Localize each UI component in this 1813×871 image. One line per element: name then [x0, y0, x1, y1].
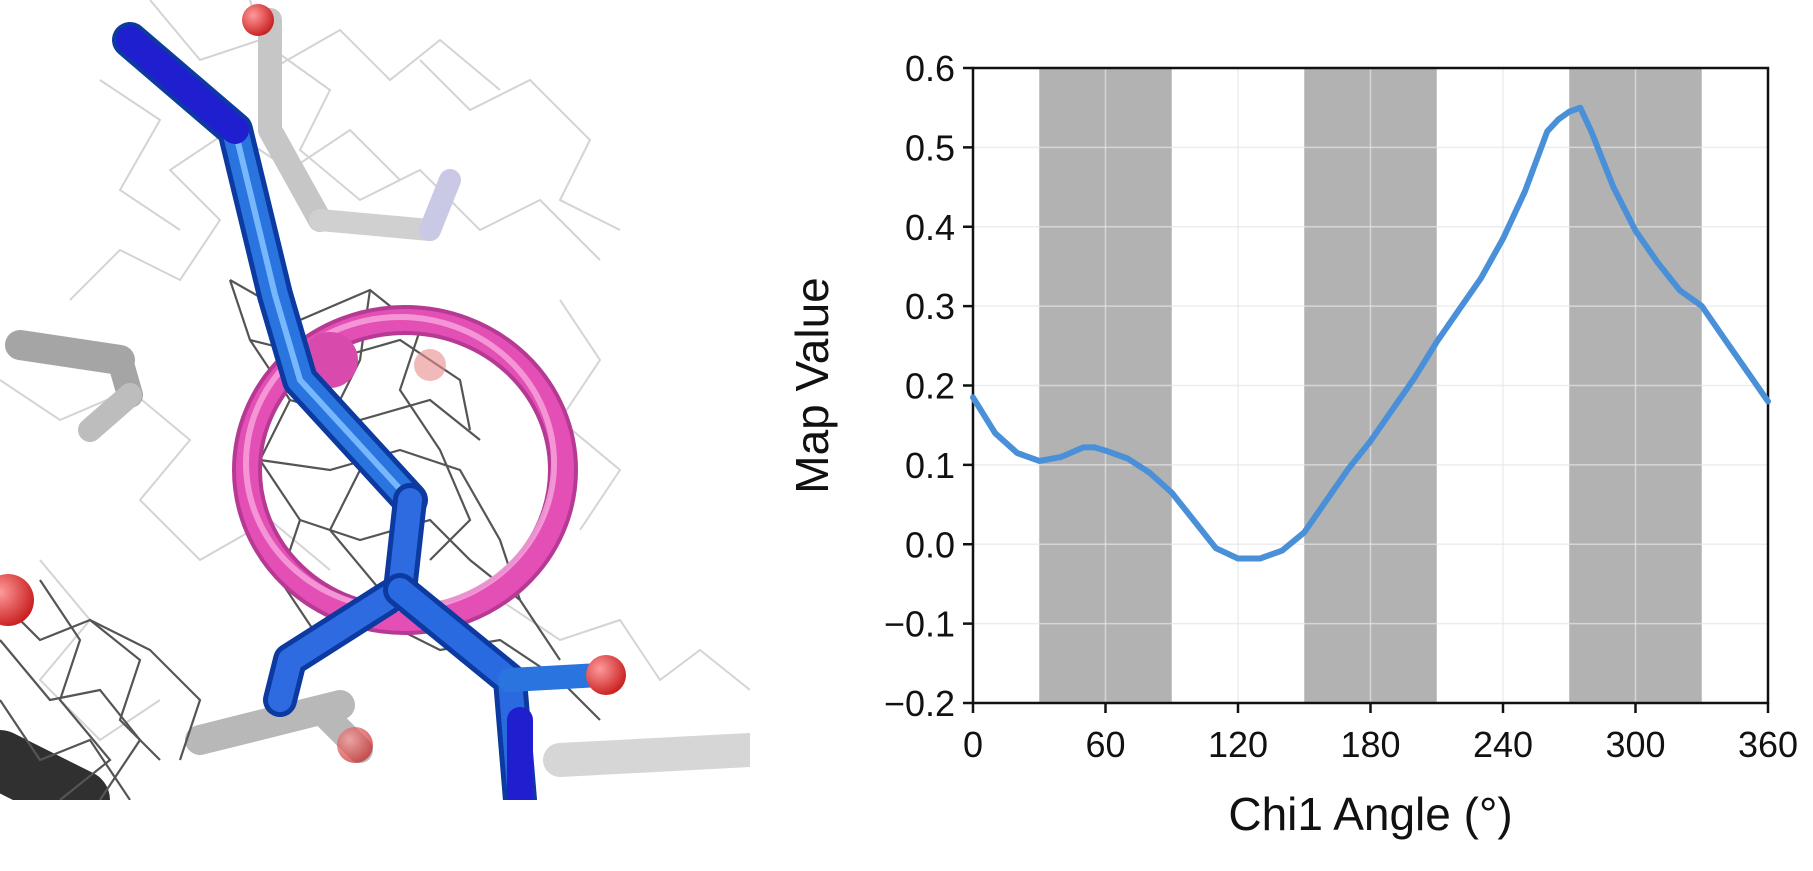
side-chain-sticks — [112, 22, 612, 800]
x-axis-label: Chi1 Angle (°) — [1228, 788, 1512, 840]
y-axis-label: Map Value — [786, 277, 838, 494]
y-tick-label: 0.1 — [905, 445, 955, 486]
map-value-chart: 0 60 120 180 240 300 360 −0.2 −0.1 0.0 0.1 0.2 0.3 0… — [786, 48, 1798, 840]
x-tick-label: 120 — [1208, 724, 1268, 765]
x-tick-label: 60 — [1085, 724, 1125, 765]
y-tick-label: 0.3 — [905, 286, 955, 327]
y-tick-label: 0.0 — [905, 524, 955, 565]
y-ticks: −0.2 −0.1 0.0 0.1 0.2 0.3 0.4 0.5 0.6 — [884, 48, 973, 724]
oxygen-atoms — [0, 4, 626, 763]
x-tick-label: 240 — [1473, 724, 1533, 765]
y-tick-label: 0.2 — [905, 366, 955, 407]
x-tick-label: 180 — [1340, 724, 1400, 765]
background-density-mesh — [0, 0, 750, 742]
highlight-ring — [232, 305, 578, 635]
x-ticks: 0 60 120 180 240 300 360 — [963, 703, 1798, 765]
y-tick-label: 0.4 — [905, 207, 955, 248]
series-line — [970, 104, 1771, 562]
y-tick-label: 0.6 — [905, 48, 955, 89]
x-tick-label: 360 — [1738, 724, 1798, 765]
y-tick-label: 0.5 — [905, 127, 955, 168]
y-tick-label: −0.1 — [884, 604, 955, 645]
grey-backbone-sticks — [0, 8, 750, 800]
molecular-structure-image — [0, 0, 750, 800]
x-tick-label: 300 — [1605, 724, 1665, 765]
x-tick-label: 0 — [963, 724, 983, 765]
y-tick-label: −0.2 — [884, 683, 955, 724]
